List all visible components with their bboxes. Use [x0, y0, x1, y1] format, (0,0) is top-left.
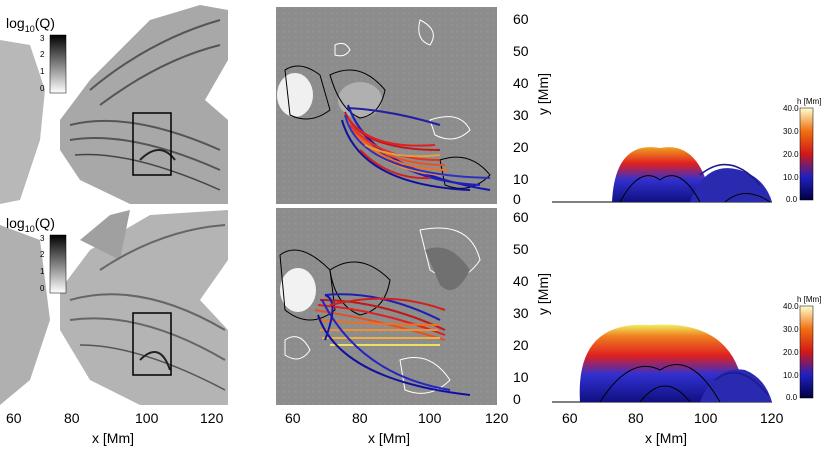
q-tick-3-b: 3 [40, 234, 45, 243]
q-tick-3: 3 [40, 34, 45, 43]
magnetogram-bottom [276, 208, 497, 405]
y-tick-bottom-20: 20 [513, 337, 529, 353]
h-tick-top-30: 30.0 [783, 127, 799, 136]
h-tick-bottom-20: 20.0 [783, 348, 799, 357]
y-tick-top-40: 40 [513, 75, 529, 91]
y-label-bottom: y [Mm] [535, 273, 551, 315]
x-tick-mid-100: 100 [418, 410, 442, 426]
h-tick-top-40: 40.0 [783, 104, 799, 113]
y-tick-top-10: 10 [513, 171, 529, 187]
h-tick-bottom-40: 40.0 [783, 302, 799, 311]
h-tick-bottom-10: 10.0 [783, 371, 799, 380]
loops-side-bottom [552, 324, 772, 403]
x-label-left: x [Mm] [92, 430, 134, 446]
loops-side-top [552, 147, 772, 203]
q-tick-2: 2 [40, 50, 45, 59]
x-tick-left-120: 120 [200, 410, 224, 426]
y-tick-top-30: 30 [513, 107, 529, 123]
h-tick-top-10: 10.0 [783, 173, 799, 182]
y-tick-bottom-10: 10 [513, 369, 529, 385]
q-tick-0: 0 [40, 84, 45, 93]
h-tick-bottom-30: 30.0 [783, 325, 799, 334]
h-colorbar-top [799, 107, 814, 201]
zoom-box-top [132, 112, 172, 176]
y-tick-top-60: 60 [513, 11, 529, 27]
x-tick-mid-60: 60 [285, 410, 301, 426]
h-tick-top-0: 0.0 [786, 195, 798, 204]
x-tick-right-60: 60 [562, 410, 578, 426]
y-tick-top-20: 20 [513, 139, 529, 155]
q-tick-0-b: 0 [40, 284, 45, 293]
y-tick-bottom-30: 30 [513, 305, 529, 321]
x-tick-right-100: 100 [694, 410, 718, 426]
x-tick-mid-80: 80 [352, 410, 368, 426]
y-tick-bottom-60: 60 [513, 209, 529, 225]
h-tick-bottom-0: 0.0 [786, 393, 798, 402]
y-label-top: y [Mm] [535, 73, 551, 115]
h-label-bottom: h [Mm] [797, 295, 821, 304]
q-colorbar-top [49, 34, 67, 94]
x-tick-left-60: 60 [6, 410, 22, 426]
zoom-box-bottom [132, 312, 172, 376]
x-tick-left-100: 100 [135, 410, 159, 426]
x-label-mid: x [Mm] [368, 430, 410, 446]
field-lines-bottom [314, 293, 471, 396]
x-tick-right-120: 120 [760, 410, 784, 426]
x-tick-right-80: 80 [628, 410, 644, 426]
y-tick-top-50: 50 [513, 43, 529, 59]
q-label-top: log10(Q) [6, 15, 55, 34]
q-label-bottom: log10(Q) [6, 215, 55, 234]
x-tick-left-80: 80 [64, 410, 80, 426]
h-colorbar-bottom [799, 305, 814, 399]
q-tick-1-b: 1 [40, 267, 45, 276]
magnetogram-top [276, 7, 497, 204]
y-tick-top-0: 0 [513, 191, 521, 207]
y-tick-bottom-40: 40 [513, 273, 529, 289]
q-map-top [0, 5, 228, 204]
field-lines-top [341, 104, 491, 191]
q-colorbar-bottom [49, 234, 67, 294]
h-tick-top-20: 20.0 [783, 150, 799, 159]
y-tick-bottom-0: 0 [513, 391, 521, 407]
y-tick-bottom-50: 50 [513, 241, 529, 257]
h-label-top: h [Mm] [797, 97, 821, 106]
q-map-bottom [0, 208, 228, 405]
q-tick-2-b: 2 [40, 250, 45, 259]
x-tick-mid-120: 120 [485, 410, 509, 426]
x-label-right: x [Mm] [645, 430, 687, 446]
q-tick-1: 1 [40, 67, 45, 76]
